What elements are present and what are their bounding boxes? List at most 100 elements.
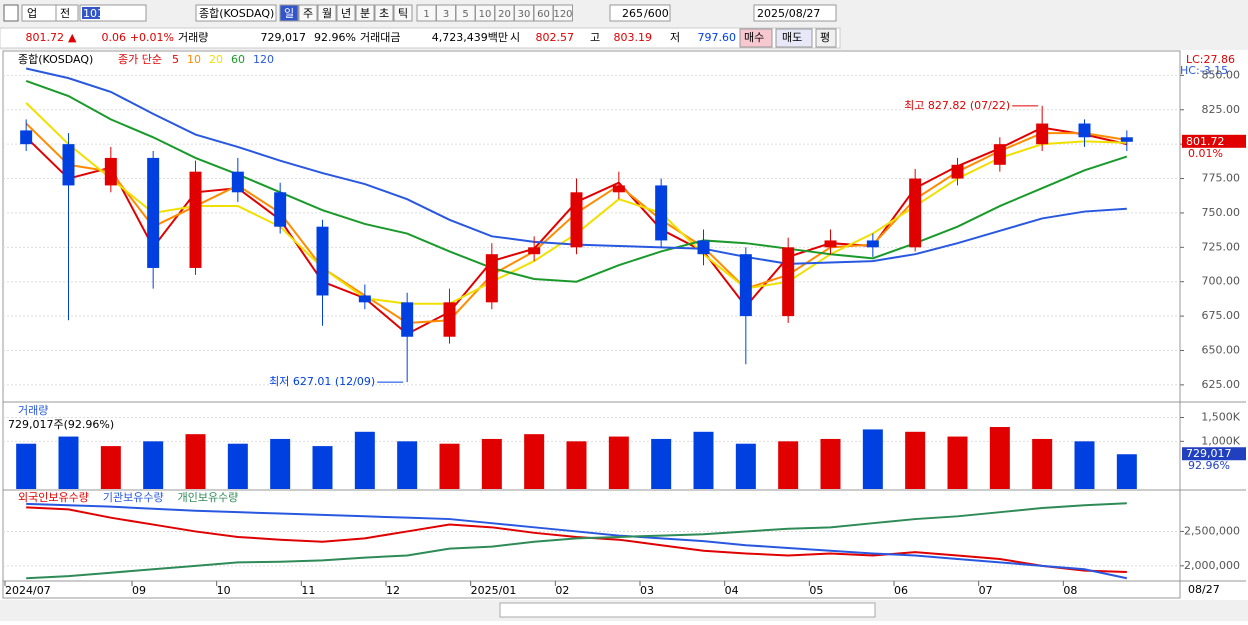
volume-bar: [439, 443, 460, 489]
period-btn[interactable]: [279, 4, 299, 22]
interval: 30: [518, 9, 531, 20]
candle-body: [274, 192, 287, 227]
volume-title: 거래량: [18, 404, 48, 417]
y-tick-label: 650.00: [1202, 343, 1241, 356]
holding-line: [26, 502, 1127, 580]
holding-line: [26, 506, 1127, 574]
candle-body: [1078, 123, 1091, 138]
candle-body: [401, 302, 414, 337]
legend-item: 기관보유수량: [103, 491, 164, 504]
period-btn[interactable]: [355, 4, 375, 22]
y-tick-label: 775.00: [1202, 172, 1241, 185]
last-volume: 729,017: [1186, 447, 1232, 460]
volume: 729,017: [261, 31, 307, 44]
sell: 매도: [782, 31, 802, 44]
legend-item: 개인보유수량: [178, 491, 239, 504]
price: 801.72: [26, 31, 65, 44]
legend-item: 20: [209, 53, 223, 66]
low: 797.60: [698, 31, 737, 44]
volume-bar: [16, 443, 37, 489]
volume-label: 거래량: [178, 31, 208, 44]
count-box[interactable]: [609, 4, 671, 22]
period-btn[interactable]: [317, 4, 337, 22]
x-tick-label: 02: [555, 584, 569, 597]
candle-body: [824, 240, 837, 248]
buy-btn[interactable]: [739, 28, 773, 48]
legend-item: 60: [231, 53, 245, 66]
avg-btn[interactable]: [815, 28, 837, 48]
volume-bar: [1116, 454, 1137, 489]
period-btn[interactable]: [374, 4, 394, 22]
interval: 1: [423, 9, 429, 20]
count: 265: [622, 7, 643, 20]
volume-bar: [735, 443, 756, 489]
candle-body: [528, 247, 541, 255]
candle-body: [485, 254, 498, 303]
volume-bar: [524, 434, 545, 489]
candle-body: [782, 247, 795, 317]
interval: 10: [479, 9, 492, 20]
volume-bar: [1074, 441, 1095, 489]
candle-body: [358, 295, 371, 303]
y-tick-label: 2,000,000: [1184, 559, 1240, 572]
volume-bar: [905, 431, 926, 489]
candle-body: [951, 164, 964, 179]
volume-bar: [651, 438, 672, 489]
open: 802.57: [536, 31, 575, 44]
period-btn[interactable]: [336, 4, 356, 22]
last-change: 0.01%: [1188, 147, 1223, 160]
candle-body: [147, 157, 160, 268]
x-tick-label: 09: [132, 584, 146, 597]
candle-body: [104, 157, 117, 186]
avg: 평: [820, 31, 830, 44]
annotation: 최고 827.82 (07/22): [904, 99, 1010, 112]
change: 0.06: [102, 31, 127, 44]
name: 종합(KOSDAQ): [199, 7, 274, 20]
quote-bar: [0, 27, 841, 49]
period-btn[interactable]: [393, 4, 413, 22]
scroll-thumb[interactable]: [499, 602, 876, 618]
x-end-label: 08/27: [1188, 583, 1220, 596]
period-btn[interactable]: [298, 4, 318, 22]
volume-bar: [1032, 438, 1053, 489]
candle-body: [20, 130, 33, 145]
buy: 매수: [744, 31, 764, 44]
candle-body: [866, 240, 879, 248]
volume-bar: [312, 446, 333, 489]
lc: LC:27.86: [1186, 53, 1235, 66]
date-box[interactable]: [753, 4, 837, 22]
volume-bar: [227, 443, 248, 489]
interval: 3: [443, 9, 449, 20]
candle-body: [231, 171, 244, 193]
candle-body: [655, 185, 668, 241]
date: 2025/08/27: [757, 7, 820, 20]
candle-body: [909, 178, 922, 248]
count-max: /600: [644, 7, 669, 20]
volume-bar: [354, 431, 375, 489]
interval: 60: [537, 9, 550, 20]
candle-body: [612, 185, 625, 193]
interval-btn[interactable]: [553, 4, 573, 22]
legend-item: 10: [187, 53, 201, 66]
x-tick-label: 03: [640, 584, 654, 597]
volume-bar: [185, 434, 206, 489]
candle-body: [443, 302, 456, 337]
scope-btn[interactable]: [55, 4, 79, 22]
volume-bar: [143, 441, 164, 489]
y-tick-label: 2,500,000: [1184, 524, 1240, 537]
period: 년: [341, 7, 351, 20]
volume-bar: [947, 436, 968, 489]
volume-bar: [100, 446, 121, 489]
x-tick-label: 12: [386, 584, 400, 597]
x-tick-label: 2025/01: [471, 584, 517, 597]
period: 일: [284, 6, 294, 20]
x-tick-label: 05: [809, 584, 823, 597]
annotation: 최저 627.01 (12/09): [269, 375, 375, 388]
x-tick-label: 10: [217, 584, 231, 597]
sell-btn[interactable]: [775, 28, 813, 48]
volume-bar: [397, 441, 418, 489]
icon[interactable]: [3, 4, 19, 22]
x-tick-label: 06: [894, 584, 908, 597]
x-tick-label: 11: [301, 584, 315, 597]
period: 분: [360, 7, 370, 20]
